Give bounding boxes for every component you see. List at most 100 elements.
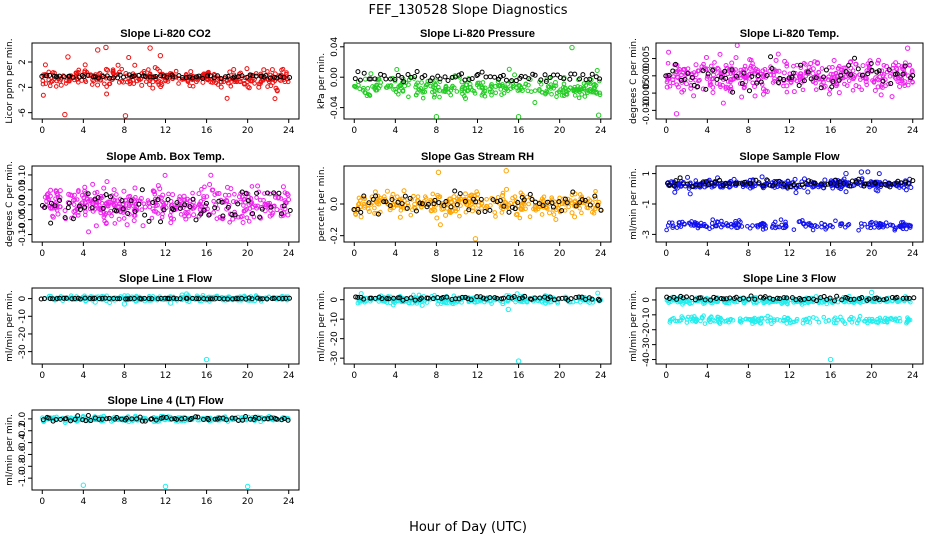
data-point <box>449 208 455 214</box>
data-point <box>579 197 585 203</box>
data-point <box>876 171 882 177</box>
data-point <box>501 90 507 96</box>
data-point <box>125 296 131 302</box>
data-point <box>851 296 857 302</box>
data-point <box>781 318 786 324</box>
data-point <box>857 77 863 82</box>
data-point <box>703 54 709 60</box>
data-point <box>785 301 790 307</box>
data-point <box>54 74 60 80</box>
data-point <box>707 80 713 85</box>
data-point <box>572 214 578 220</box>
data-point <box>278 213 284 219</box>
data-point <box>596 297 602 303</box>
data-point <box>96 416 102 422</box>
x-tick-label: 0 <box>663 126 669 136</box>
data-point <box>762 316 768 321</box>
data-point <box>890 223 895 228</box>
data-point <box>830 224 835 230</box>
data-point <box>580 72 586 78</box>
y-tick-label: -0.010 <box>642 96 652 125</box>
data-point <box>115 75 121 81</box>
data-point <box>395 194 400 199</box>
data-point <box>245 198 251 204</box>
data-point <box>167 213 173 218</box>
data-point <box>494 199 500 205</box>
x-tick-label: 12 <box>472 249 483 259</box>
data-point <box>784 89 790 95</box>
data-point <box>859 224 864 229</box>
data-point <box>883 296 889 302</box>
y-axis-label: percent per min. <box>317 167 327 242</box>
data-point <box>454 202 460 208</box>
data-point <box>532 100 538 106</box>
data-point <box>735 225 741 230</box>
data-point <box>49 78 55 84</box>
data-point <box>865 181 871 187</box>
data-point <box>895 79 901 85</box>
data-point <box>784 295 790 301</box>
y-axis-label: kPa per min. <box>317 53 327 109</box>
data-point <box>205 73 211 79</box>
data-point <box>392 76 398 82</box>
x-tick-label: 16 <box>825 371 837 381</box>
data-point <box>568 71 574 77</box>
data-point <box>170 207 176 213</box>
data-point <box>443 199 449 205</box>
x-tick-label: 24 <box>907 249 919 259</box>
data-point <box>264 190 270 196</box>
data-point <box>725 223 730 229</box>
data-point <box>218 79 224 85</box>
data-point <box>190 196 196 202</box>
data-point <box>358 209 364 215</box>
data-point <box>425 295 431 301</box>
data-point <box>798 62 804 68</box>
data-point <box>462 77 468 83</box>
data-point <box>232 191 237 197</box>
data-point <box>58 416 64 422</box>
y-tick-label: -10 <box>18 309 28 324</box>
data-point <box>843 69 849 75</box>
data-point <box>841 180 847 186</box>
data-point <box>689 75 695 81</box>
data-point <box>718 296 724 302</box>
data-point <box>670 68 676 74</box>
data-point <box>808 295 814 301</box>
data-point <box>532 88 538 93</box>
data-point <box>276 190 282 196</box>
data-point <box>150 85 156 91</box>
x-tick-label: 24 <box>595 126 607 136</box>
data-point <box>677 175 683 181</box>
x-tick-label: 12 <box>160 249 171 259</box>
data-point <box>241 203 246 208</box>
data-point <box>62 215 68 221</box>
data-point <box>772 317 777 322</box>
data-point <box>232 209 237 215</box>
data-point <box>231 66 237 72</box>
data-point <box>465 88 471 93</box>
data-point <box>192 204 198 210</box>
data-point <box>88 418 94 424</box>
y-tick-label: 0.000 <box>642 63 652 89</box>
data-point <box>864 68 870 74</box>
data-point <box>803 62 808 67</box>
data-points <box>39 172 293 235</box>
data-point <box>516 296 522 302</box>
data-point <box>781 295 787 301</box>
data-point <box>582 94 588 99</box>
data-point <box>106 415 112 421</box>
data-point <box>287 75 293 81</box>
data-point <box>759 315 764 321</box>
x-tick-label: 4 <box>80 497 86 507</box>
data-point <box>353 212 359 217</box>
data-point <box>740 69 746 75</box>
data-point <box>911 295 917 301</box>
data-point <box>869 67 875 73</box>
data-point <box>186 74 192 80</box>
data-point <box>160 415 166 421</box>
x-tick-label: 8 <box>434 371 440 381</box>
data-point <box>70 197 76 203</box>
data-point <box>430 89 435 95</box>
data-point <box>900 71 906 77</box>
data-point <box>564 200 570 206</box>
